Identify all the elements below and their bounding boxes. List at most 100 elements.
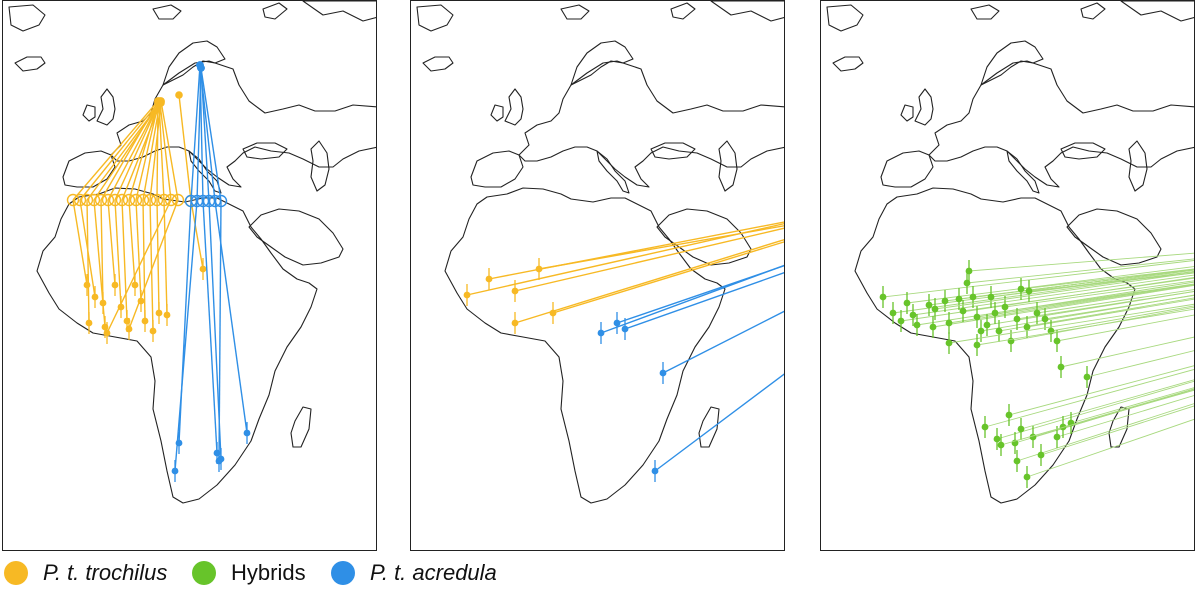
track-segment-autumn-acredula xyxy=(190,64,201,202)
track-segment-autumn-trochilus xyxy=(93,100,162,201)
stopover-site-trochilus-icon xyxy=(87,193,101,207)
africa-coastline-right xyxy=(854,187,1136,504)
wintering-site-hybrids-icon xyxy=(879,293,887,301)
wintering-site-hybrids-icon xyxy=(981,423,989,431)
wintering-site-hybrids-icon xyxy=(1053,433,1061,441)
wintering-site-trochilus-icon xyxy=(511,319,519,327)
coastline-left xyxy=(8,1,376,504)
track-segment-winter-hybrids xyxy=(984,369,1194,428)
track-segment-winter-trochilus xyxy=(121,199,128,322)
europe-coastline-right xyxy=(928,60,1194,188)
wintering-site-hybrids-icon xyxy=(973,313,981,321)
legend-label-acredula: P. t. acredula xyxy=(370,560,497,585)
track-segment-winter-trochilus xyxy=(488,221,784,280)
map-panel-left xyxy=(2,0,377,551)
wintering-site-acredula-icon xyxy=(215,457,223,465)
track-segment-winter-hybrids xyxy=(966,258,1194,284)
track-segment-winter-hybrids xyxy=(1062,388,1194,428)
legend-item-acredula: P. t. acredula xyxy=(331,560,497,586)
novaya-zemlya-coastline-middle xyxy=(670,2,696,20)
iberia-coastline-right xyxy=(880,150,934,188)
caspian-coastline-right xyxy=(1128,140,1148,192)
wintering-site-hybrids-icon xyxy=(1013,315,1021,323)
africa-coastline-left xyxy=(36,187,318,504)
wintering-site-trochilus-icon xyxy=(111,281,119,289)
wintering-site-trochilus-icon xyxy=(485,275,493,283)
tracks-right xyxy=(879,252,1194,488)
wintering-site-trochilus-icon xyxy=(511,287,519,295)
track-segment-winter-hybrids xyxy=(986,291,1194,326)
track-segment-winter-hybrids xyxy=(994,283,1194,314)
wintering-site-hybrids-icon xyxy=(1017,285,1025,293)
track-segment-winter-trochilus xyxy=(86,199,90,324)
stopover-site-trochilus-icon xyxy=(94,193,108,207)
track-segment-winter-trochilus xyxy=(128,199,136,286)
track-segment-winter-hybrids xyxy=(1010,306,1194,342)
scandinavia-coastline-left xyxy=(162,40,226,86)
track-segment-winter-acredula xyxy=(202,200,218,454)
map-left-svg xyxy=(8,1,376,504)
iberia-coastline-middle xyxy=(470,150,524,188)
wintering-site-hybrids-icon xyxy=(1001,303,1009,311)
stopover-site-trochilus-icon xyxy=(150,193,164,207)
track-segment-autumn-acredula xyxy=(200,67,222,202)
caspian-coastline-middle xyxy=(718,140,738,192)
track-segment-winter-trochilus xyxy=(114,199,122,308)
legend-item-hybrids: Hybrids xyxy=(192,560,306,586)
track-segment-autumn-trochilus xyxy=(135,100,160,201)
stopover-site-trochilus-icon xyxy=(171,193,185,207)
track-segment-winter-acredula xyxy=(174,200,198,472)
wintering-site-trochilus-icon xyxy=(163,311,171,319)
track-segment-winter-hybrids xyxy=(916,281,1194,326)
stopover-site-trochilus-icon xyxy=(101,193,115,207)
britain-coastline-right xyxy=(914,88,934,126)
legend-item-trochilus: P. t. trochilus xyxy=(4,560,167,586)
track-segment-winter-trochilus xyxy=(514,238,784,324)
black-sea-coastline-left xyxy=(242,142,288,160)
track-segment-winter-hybrids xyxy=(1004,280,1194,308)
wintering-site-trochilus-icon xyxy=(103,329,111,337)
track-segment-winter-hybrids xyxy=(1056,395,1194,438)
greenland-coastline-middle xyxy=(416,4,454,32)
ireland-coastline-right xyxy=(900,104,914,122)
stopover-site-trochilus-icon xyxy=(164,193,178,207)
map-panel-right xyxy=(820,0,1195,551)
wintering-site-hybrids-icon xyxy=(1025,287,1033,295)
track-segment-winter-trochilus xyxy=(107,199,116,286)
wintering-site-hybrids-icon xyxy=(913,321,921,329)
stopover-site-trochilus-icon xyxy=(73,193,87,207)
track-segment-autumn-acredula xyxy=(199,64,216,202)
wintering-site-trochilus-icon xyxy=(125,325,133,333)
black-sea-coastline-right xyxy=(1060,142,1106,160)
black-sea-coastline-middle xyxy=(650,142,696,160)
wintering-site-hybrids-icon xyxy=(945,319,953,327)
wintering-site-acredula-icon xyxy=(651,467,659,475)
novaya-zemlya-coastline-right xyxy=(1080,2,1106,20)
iberia-coastline-left xyxy=(62,150,116,188)
wintering-site-trochilus-icon xyxy=(535,265,543,273)
track-segment-winter-hybrids xyxy=(1050,305,1194,332)
legend-marker-hybrids-icon xyxy=(192,561,216,585)
arabia-coastline-left xyxy=(248,208,344,266)
track-segment-winter-hybrids xyxy=(1044,294,1194,320)
wintering-site-hybrids-icon xyxy=(1005,411,1013,419)
track-segment-winter-hybrids xyxy=(1056,314,1194,342)
track-segment-autumn-trochilus xyxy=(100,101,159,201)
italy-coastline-middle xyxy=(596,150,630,194)
wintering-site-hybrids-icon xyxy=(1023,473,1031,481)
stopover-site-trochilus-icon xyxy=(129,193,143,207)
scandinavia-coastline-right xyxy=(980,40,1044,86)
wintering-site-hybrids-icon xyxy=(941,297,949,305)
ireland-coastline-left xyxy=(82,104,96,122)
wintering-site-trochilus-icon xyxy=(85,319,93,327)
track-segment-winter-hybrids xyxy=(998,297,1194,332)
track-segment-winter-acredula xyxy=(600,264,784,334)
wintering-site-hybrids-icon xyxy=(965,267,973,275)
italy-coastline-left xyxy=(188,150,222,194)
track-segment-winter-hybrids xyxy=(934,272,1194,310)
track-segment-winter-trochilus xyxy=(142,199,146,322)
tracks-left xyxy=(66,61,251,482)
track-segment-winter-hybrids xyxy=(996,380,1194,440)
legend-label-trochilus: P. t. trochilus xyxy=(43,560,168,585)
wintering-site-trochilus-icon xyxy=(155,309,163,317)
